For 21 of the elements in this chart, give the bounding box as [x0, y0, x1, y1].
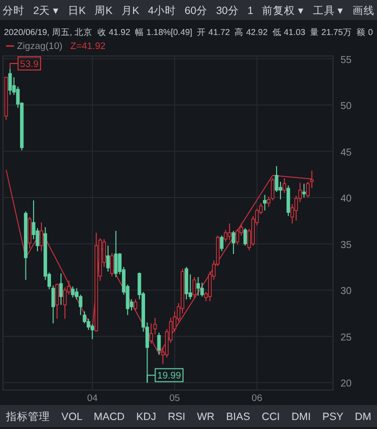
annotation: 19.99 [157, 370, 182, 382]
chart-title: 2020/06/19, 周五, 北京 收 41.92 幅 1.18%[0.49] 开 41.72 高 42.92 低 41.03 量 21.75万 额 0 [4, 27, 374, 37]
x-tick-label: 06 [252, 393, 262, 404]
y-tick-label: 35 [340, 240, 352, 251]
x-tick-label: 04 [87, 393, 98, 404]
note: 53.9 [10, 56, 42, 70]
legend-label: Zigzag(10) [17, 41, 62, 52]
x-tick-label: 05 [169, 393, 180, 404]
y-tick-label: 20 [340, 378, 352, 390]
y-tick-label: 40 [340, 194, 352, 205]
tabs: 指标管理 VOL MACD KDJ RSI WR BIAS CCI DMI PSY DM [0, 405, 377, 427]
note: 19.99 [146, 368, 184, 384]
y-tick-label: 25 [340, 332, 352, 344]
text: Z=41.92 [70, 41, 106, 52]
y-tick-label: 55 [340, 54, 352, 66]
y-tick-label: 30 [340, 286, 352, 298]
toolbar: 分时 2天 ▾ 日K 周K 月K 4小时 60分 30分 1 前复权 ▾ 工具 ▾ 画线 [0, 0, 377, 20]
line-series [6, 169, 312, 354]
y-tick-label: 50 [340, 101, 352, 112]
y-tick-label: 45 [340, 147, 352, 158]
annotation: 53.9 [20, 58, 39, 70]
